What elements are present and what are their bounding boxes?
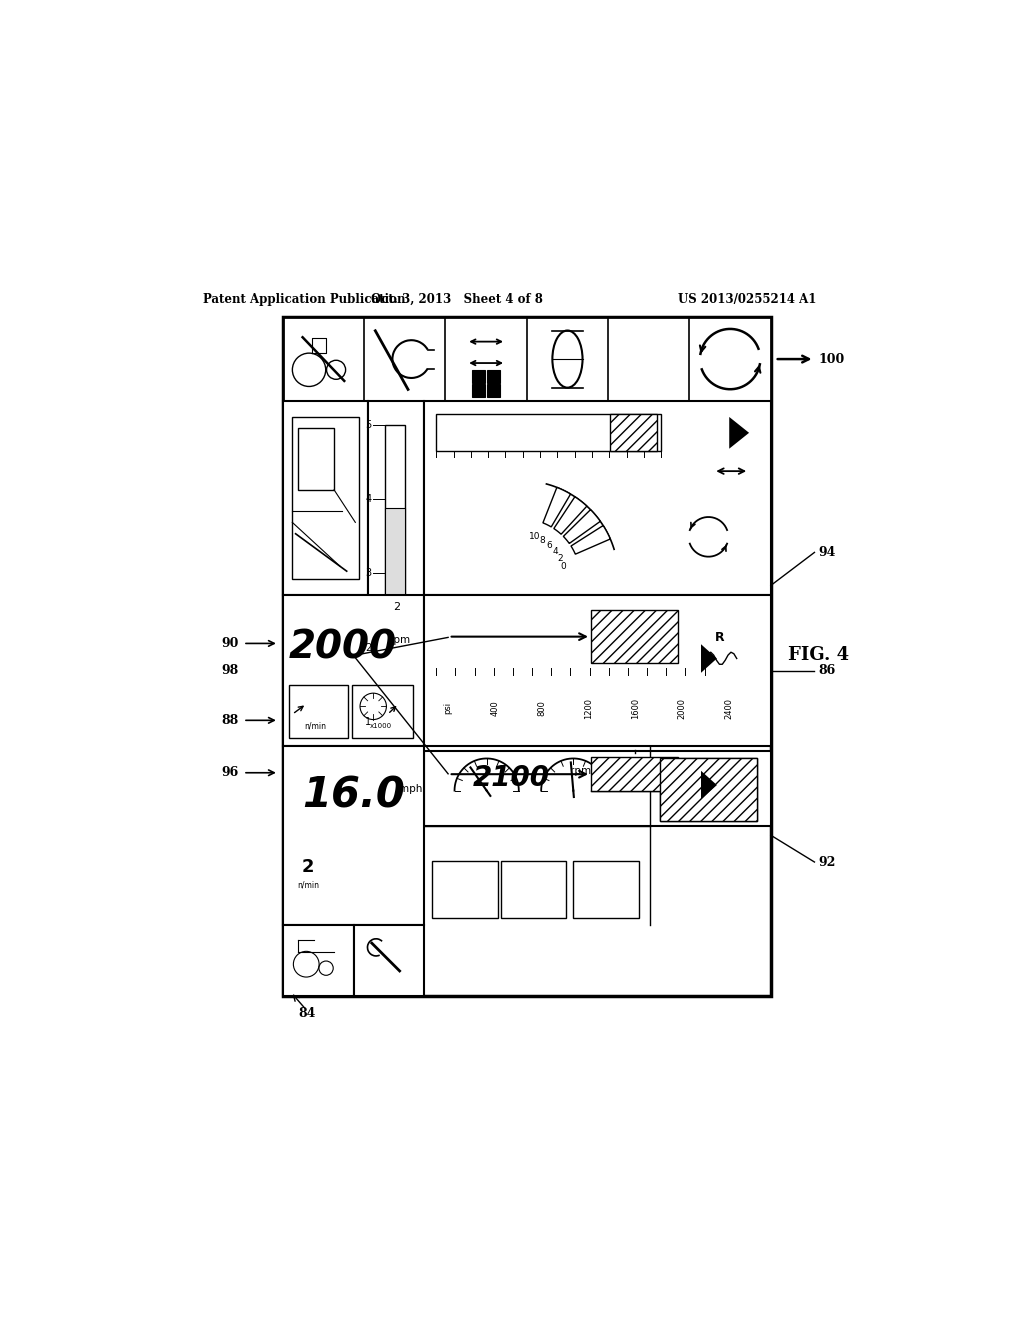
Bar <box>289 685 348 738</box>
Bar <box>486 370 500 383</box>
Text: 5: 5 <box>366 420 372 429</box>
Bar <box>283 317 771 401</box>
Text: 94: 94 <box>818 546 836 558</box>
Text: 100: 100 <box>818 352 845 366</box>
Bar <box>352 685 413 738</box>
Bar <box>432 861 498 919</box>
Bar <box>283 317 771 997</box>
Bar <box>472 384 484 397</box>
Text: US 2013/0255214 A1: US 2013/0255214 A1 <box>678 293 816 306</box>
Text: L: L <box>716 766 723 779</box>
Polygon shape <box>729 417 750 449</box>
Text: 92: 92 <box>818 855 836 869</box>
Text: 2000: 2000 <box>288 628 396 667</box>
Polygon shape <box>701 644 717 673</box>
Bar <box>283 595 424 746</box>
Bar <box>283 746 424 924</box>
Text: 88: 88 <box>222 714 240 727</box>
Bar <box>353 924 424 997</box>
Bar <box>659 759 757 821</box>
Bar <box>486 384 500 397</box>
Bar <box>501 861 566 919</box>
Text: rpm: rpm <box>569 766 591 776</box>
Bar <box>283 924 353 997</box>
Text: 2: 2 <box>366 643 372 653</box>
Bar <box>283 401 369 595</box>
Bar <box>591 610 678 663</box>
Bar <box>436 414 662 451</box>
Bar <box>385 508 404 597</box>
Text: 1200: 1200 <box>584 698 593 719</box>
Bar <box>369 401 424 746</box>
Text: x1000: x1000 <box>370 723 391 730</box>
Polygon shape <box>543 487 570 527</box>
Text: 2: 2 <box>302 858 314 876</box>
Polygon shape <box>563 510 600 544</box>
Text: 4: 4 <box>366 494 372 504</box>
Bar <box>424 751 771 826</box>
Text: 8: 8 <box>540 536 546 545</box>
Text: 2000: 2000 <box>678 698 687 719</box>
Text: 16.0: 16.0 <box>302 775 404 817</box>
Bar <box>659 759 757 821</box>
Text: FIG. 4: FIG. 4 <box>787 645 849 664</box>
Text: 2400: 2400 <box>725 698 734 719</box>
Text: 2: 2 <box>557 554 562 564</box>
Bar <box>424 401 771 595</box>
Text: 3: 3 <box>366 569 372 578</box>
Text: 1: 1 <box>366 717 372 727</box>
Text: Oct. 3, 2013   Sheet 4 of 8: Oct. 3, 2013 Sheet 4 of 8 <box>372 293 544 306</box>
Text: 1600: 1600 <box>631 698 640 719</box>
Polygon shape <box>701 771 717 800</box>
Text: psi: psi <box>443 702 453 714</box>
Text: 800: 800 <box>537 701 546 717</box>
Bar <box>292 417 358 579</box>
Text: 10: 10 <box>528 532 541 541</box>
Text: 90: 90 <box>222 638 240 649</box>
Text: 2: 2 <box>392 602 399 612</box>
Text: rpm: rpm <box>389 635 410 645</box>
Text: 98: 98 <box>222 664 240 677</box>
Text: R: R <box>716 631 725 644</box>
Polygon shape <box>571 525 610 554</box>
Text: 4: 4 <box>553 546 558 556</box>
Text: 6: 6 <box>547 541 552 549</box>
Text: n/min: n/min <box>304 722 327 731</box>
Text: n/min: n/min <box>297 880 319 890</box>
Text: 86: 86 <box>818 664 836 677</box>
Bar <box>424 595 771 746</box>
Text: 0: 0 <box>560 562 566 572</box>
Text: 400: 400 <box>490 701 499 717</box>
Text: 2100: 2100 <box>473 764 550 792</box>
Bar <box>609 414 657 451</box>
Bar <box>472 370 484 383</box>
Text: Patent Application Publication: Patent Application Publication <box>204 293 406 306</box>
Polygon shape <box>554 496 587 535</box>
Text: 84: 84 <box>299 1007 316 1020</box>
Text: 96: 96 <box>222 766 240 779</box>
Bar <box>298 428 334 490</box>
Text: mph: mph <box>398 784 422 793</box>
Bar <box>591 758 678 791</box>
Bar <box>385 425 404 722</box>
Bar <box>573 861 639 919</box>
